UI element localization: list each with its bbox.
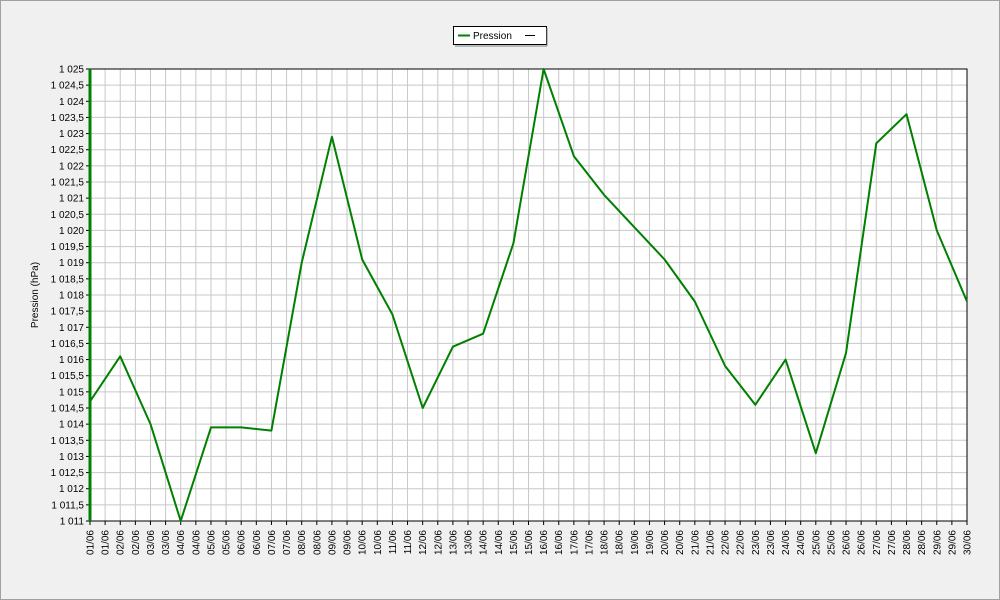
y-tick-label: 1 023,5 — [51, 113, 85, 124]
y-tick-label: 1 013,5 — [51, 436, 85, 447]
y-tick-label: 1 015,5 — [51, 371, 85, 382]
x-tick-label: 21/06 — [690, 530, 701, 555]
x-tick-label: 10/06 — [373, 530, 384, 555]
x-tick-label: 15/06 — [524, 530, 535, 555]
x-tick-label: 20/06 — [675, 530, 686, 555]
x-tick-label: 19/06 — [645, 530, 656, 555]
y-tick-label: 1 019 — [59, 258, 84, 269]
x-tick-label: 09/06 — [327, 530, 338, 555]
x-tick-label: 29/06 — [947, 530, 958, 555]
x-tick-label: 18/06 — [615, 530, 626, 555]
x-tick-label: 07/06 — [267, 530, 278, 555]
y-tick-label: 1 011,5 — [51, 500, 84, 511]
y-tick-label: 1 017 — [59, 323, 84, 334]
x-tick-label: 24/06 — [781, 530, 792, 555]
x-tick-label: 23/06 — [766, 530, 777, 555]
y-tick-label: 1 020 — [59, 226, 84, 237]
y-tick-label: 1 013 — [59, 452, 84, 463]
x-tick-label: 13/06 — [464, 530, 475, 555]
x-tick-label: 25/06 — [826, 530, 837, 555]
y-tick-label: 1 022 — [59, 161, 84, 172]
x-tick-label: 28/06 — [917, 530, 928, 555]
x-tick-label: 02/06 — [131, 530, 142, 555]
x-tick-label: 04/06 — [176, 530, 187, 555]
x-tick-label: 23/06 — [751, 530, 762, 555]
x-tick-label: 07/06 — [282, 530, 293, 555]
x-tick-label: 03/06 — [161, 530, 172, 555]
y-axis-label: Pression (hPa) — [30, 262, 41, 328]
y-tick-label: 1 016 — [59, 355, 84, 366]
x-tick-label: 08/06 — [312, 530, 323, 555]
x-tick-label: 26/06 — [842, 530, 853, 555]
y-tick-label: 1 018 — [59, 291, 84, 302]
x-tick-label: 18/06 — [600, 530, 611, 555]
y-tick-label: 1 014,5 — [51, 404, 85, 415]
x-tick-label: 26/06 — [857, 530, 868, 555]
legend-label: Pression — [473, 31, 512, 42]
x-tick-label: 20/06 — [660, 530, 671, 555]
x-tick-label: 12/06 — [418, 530, 429, 555]
x-tick-label: 06/06 — [252, 530, 263, 555]
x-tick-label: 15/06 — [509, 530, 520, 555]
y-tick-label: 1 023 — [59, 129, 84, 140]
y-tick-label: 1 016,5 — [51, 339, 85, 350]
x-tick-label: 04/06 — [191, 530, 202, 555]
x-tick-label: 11/06 — [388, 530, 399, 555]
legend: Pression — [453, 26, 548, 47]
x-tick-label: 27/06 — [887, 530, 898, 555]
x-tick-label: 22/06 — [721, 530, 732, 555]
x-tick-label: 16/06 — [539, 530, 550, 555]
x-tick-label: 27/06 — [872, 530, 883, 555]
x-tick-label: 05/06 — [206, 530, 217, 555]
x-tick-label: 11/06 — [403, 530, 414, 555]
y-tick-label: 1 017,5 — [51, 307, 85, 318]
x-tick-label: 14/06 — [494, 530, 505, 555]
x-tick-label: 28/06 — [902, 530, 913, 555]
y-tick-label: 1 022,5 — [51, 145, 85, 156]
y-tick-label: 1 024,5 — [51, 81, 85, 92]
x-tick-label: 22/06 — [736, 530, 747, 555]
x-tick-label: 12/06 — [433, 530, 444, 555]
data-line — [89, 68, 968, 522]
x-tick-label: 02/06 — [116, 530, 127, 555]
x-tick-label: 17/06 — [584, 530, 595, 555]
y-tick-label: 1 012,5 — [51, 468, 85, 479]
y-tick-label: 1 012 — [59, 484, 84, 495]
x-tick-label: 06/06 — [237, 530, 248, 555]
x-tick-label: 29/06 — [932, 530, 943, 555]
y-tick-label: 1 019,5 — [51, 242, 85, 253]
y-tick-label: 1 020,5 — [51, 210, 85, 221]
x-tick-label: 05/06 — [222, 530, 233, 555]
x-tick-label: 30/06 — [963, 530, 974, 555]
x-tick-label: 14/06 — [479, 530, 490, 555]
x-tick-label: 17/06 — [569, 530, 580, 555]
x-tick-label: 13/06 — [448, 530, 459, 555]
y-tick-label: 1 015 — [59, 387, 84, 398]
x-tick-label: 21/06 — [705, 530, 716, 555]
x-tick-label: 16/06 — [554, 530, 565, 555]
y-tick-label: 1 021,5 — [51, 178, 85, 189]
x-tick-label: 08/06 — [297, 530, 308, 555]
y-tick-label: 1 024 — [59, 97, 84, 108]
x-tick-label: 09/06 — [343, 530, 354, 555]
x-tick-label: 25/06 — [811, 530, 822, 555]
y-tick-label: 1 011 — [60, 517, 85, 528]
y-tick-label: 1 021 — [59, 194, 84, 205]
x-tick-label: 19/06 — [630, 530, 641, 555]
y-tick-label: 1 014 — [59, 420, 84, 431]
x-tick-label: 24/06 — [796, 530, 807, 555]
x-tick-label: 01/06 — [86, 530, 97, 555]
x-tick-label: 10/06 — [358, 530, 369, 555]
y-tick-label: 1 018,5 — [51, 274, 85, 285]
x-tick-label: 01/06 — [101, 530, 112, 555]
x-tick-label: 03/06 — [146, 530, 157, 555]
y-tick-label: 1 025 — [59, 65, 84, 76]
